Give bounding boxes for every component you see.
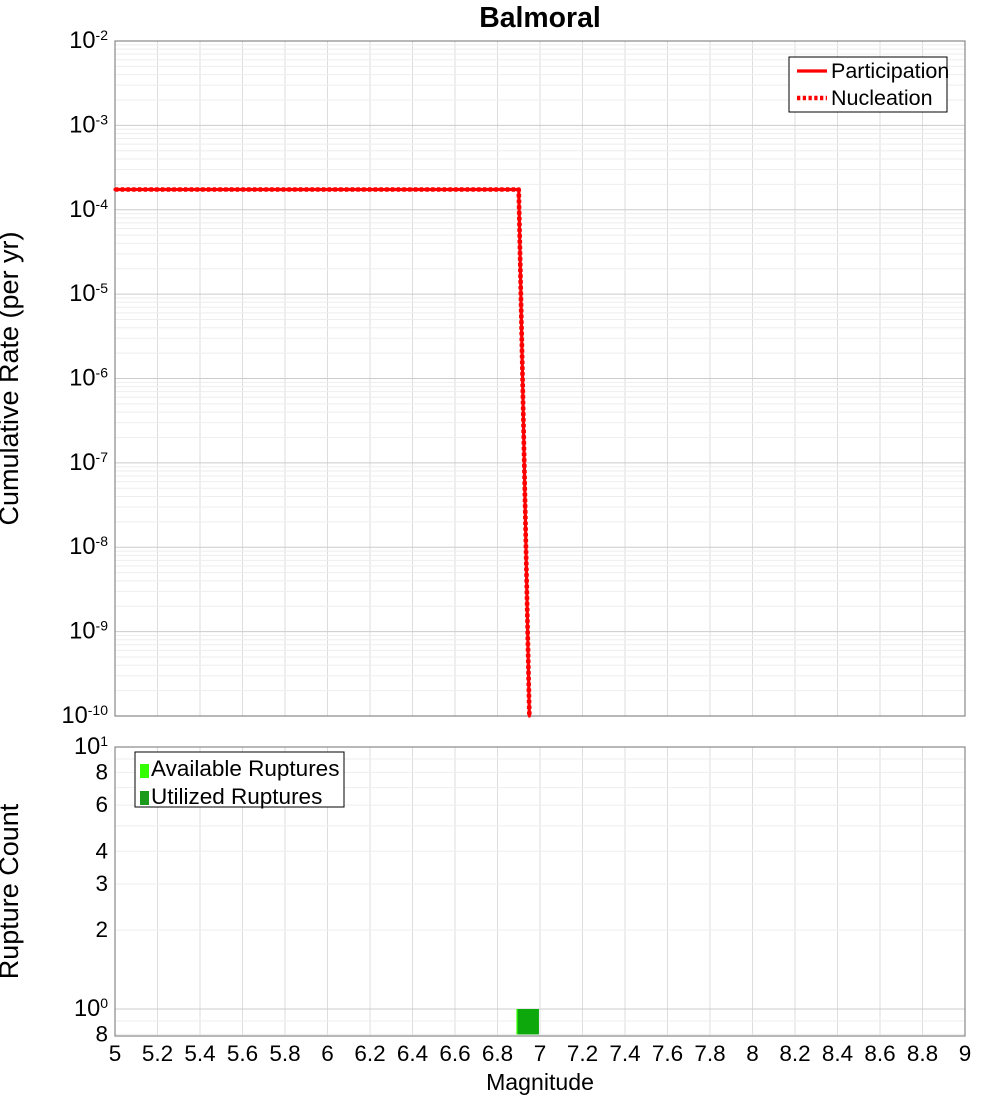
- svg-text:9: 9: [959, 1041, 972, 1066]
- svg-text:7: 7: [534, 1041, 547, 1066]
- svg-text:7.8: 7.8: [694, 1041, 725, 1066]
- svg-text:8.8: 8.8: [907, 1041, 938, 1066]
- svg-text:Rupture Count: Rupture Count: [0, 803, 24, 979]
- svg-text:8.4: 8.4: [822, 1041, 853, 1066]
- svg-text:6: 6: [95, 792, 108, 817]
- svg-text:5.2: 5.2: [142, 1041, 173, 1066]
- svg-text:Magnitude: Magnitude: [486, 1069, 594, 1095]
- svg-text:7.2: 7.2: [567, 1041, 598, 1066]
- svg-text:6.6: 6.6: [439, 1041, 470, 1066]
- svg-text:8: 8: [746, 1041, 759, 1066]
- svg-text:3: 3: [95, 871, 108, 896]
- svg-text:8: 8: [95, 1021, 108, 1046]
- svg-text:5: 5: [109, 1041, 122, 1066]
- svg-text:Available Ruptures: Available Ruptures: [151, 756, 339, 781]
- svg-text:Cumulative Rate (per yr): Cumulative Rate (per yr): [0, 231, 24, 525]
- svg-text:6.4: 6.4: [397, 1041, 428, 1066]
- svg-text:8: 8: [95, 759, 108, 784]
- svg-text:6.8: 6.8: [482, 1041, 513, 1066]
- svg-text:6.2: 6.2: [354, 1041, 385, 1066]
- svg-text:Balmoral: Balmoral: [479, 2, 601, 34]
- svg-text:5.6: 5.6: [227, 1041, 258, 1066]
- svg-text:Utilized Ruptures: Utilized Ruptures: [151, 784, 322, 809]
- svg-text:8.2: 8.2: [779, 1041, 810, 1066]
- svg-text:Participation: Participation: [831, 59, 949, 83]
- svg-text:4: 4: [95, 838, 108, 863]
- svg-text:7.6: 7.6: [652, 1041, 683, 1066]
- svg-text:5.8: 5.8: [269, 1041, 300, 1066]
- svg-text:6: 6: [321, 1041, 334, 1066]
- svg-text:8.6: 8.6: [864, 1041, 895, 1066]
- svg-text:2: 2: [95, 917, 108, 942]
- svg-text:5.4: 5.4: [184, 1041, 215, 1066]
- svg-text:Nucleation: Nucleation: [831, 86, 933, 110]
- svg-text:7.4: 7.4: [609, 1041, 640, 1066]
